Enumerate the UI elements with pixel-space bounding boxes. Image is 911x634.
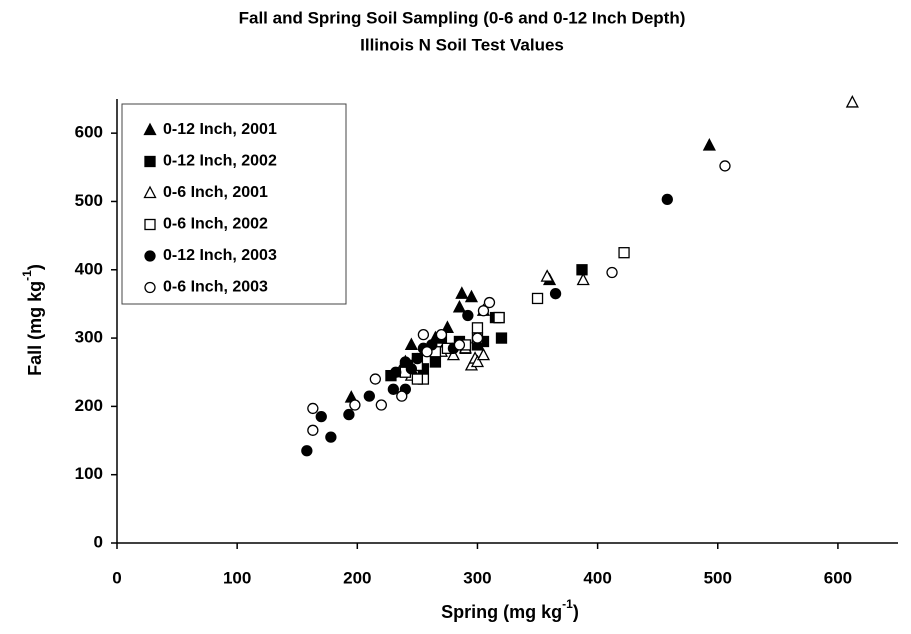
x-axis-label-suffix: ) — [573, 602, 579, 622]
y-axis-label-superscript: -1 — [20, 270, 34, 281]
point — [446, 347, 461, 361]
y-axis-label: Fall (mg kg-1) — [20, 264, 45, 376]
point — [471, 332, 484, 344]
point — [471, 322, 484, 334]
point — [363, 390, 375, 402]
legend-text: 0-12 Inch, 2001 — [163, 121, 277, 138]
x-axis-label-superscript: -1 — [562, 597, 573, 611]
point — [440, 320, 454, 333]
legend-marker — [143, 122, 157, 136]
legend-text: 0-12 Inch, 2002 — [163, 153, 277, 170]
point — [387, 383, 400, 395]
point — [301, 445, 313, 457]
point — [325, 431, 337, 443]
point — [495, 332, 508, 344]
point — [549, 288, 562, 300]
y-tick-label: 100 — [75, 464, 103, 483]
x-axis-label-text: Spring (mg kg — [441, 602, 562, 622]
point — [453, 339, 466, 351]
x-tick-label: 600 — [824, 568, 852, 587]
point — [429, 356, 442, 368]
legend-text: 0-6 Inch, 2002 — [163, 216, 268, 233]
point — [417, 329, 430, 341]
point — [396, 390, 408, 402]
point — [470, 354, 485, 368]
y-tick-label: 0 — [94, 532, 103, 551]
point — [576, 264, 588, 276]
legend-marker — [144, 155, 156, 168]
point — [405, 363, 418, 375]
point — [464, 289, 479, 303]
chart-title: Fall and Spring Soil Sampling (0-6 and 0… — [239, 8, 686, 27]
x-tick-label: 200 — [343, 568, 371, 587]
point — [702, 138, 716, 151]
point — [411, 352, 424, 365]
point — [540, 269, 554, 282]
point — [455, 286, 469, 299]
point — [375, 399, 387, 411]
point — [576, 272, 590, 286]
y-tick-label: 600 — [75, 123, 103, 142]
point — [307, 402, 319, 415]
x-tick-label: 400 — [583, 568, 611, 587]
y-tick-label: 400 — [75, 259, 103, 278]
point — [404, 337, 418, 351]
legend-box — [121, 103, 347, 305]
legend-text: 0-6 Inch, 2001 — [163, 184, 268, 201]
point — [606, 266, 618, 279]
y-tick-label: 300 — [75, 328, 103, 347]
legend-marker — [143, 185, 157, 199]
point — [452, 299, 467, 313]
point — [349, 399, 361, 411]
x-tick-label: 500 — [704, 568, 732, 587]
x-tick-label: 0 — [112, 568, 121, 587]
point — [315, 410, 327, 423]
point — [476, 347, 491, 361]
point — [421, 346, 433, 358]
point — [369, 373, 381, 385]
chart-subtitle: Illinois N Soil Test Values — [360, 35, 564, 54]
x-tick-label: 300 — [463, 568, 491, 587]
point — [343, 408, 355, 421]
point — [493, 311, 505, 324]
x-tick-label: 100 — [223, 568, 251, 587]
point — [411, 373, 424, 385]
point — [483, 296, 496, 309]
y-tick-label: 500 — [75, 191, 103, 210]
y-axis-label-suffix: ) — [25, 264, 45, 270]
legend-text: 0-6 Inch, 2003 — [163, 279, 268, 296]
point — [618, 247, 630, 259]
x-axis-label: Spring (mg kg-1) — [441, 597, 579, 622]
legend-marker — [144, 281, 156, 294]
point — [462, 309, 474, 322]
point — [307, 424, 319, 436]
legend-text: 0-12 Inch, 2003 — [163, 247, 277, 264]
point — [845, 95, 859, 108]
legend-marker — [144, 250, 156, 262]
point — [531, 292, 544, 305]
legend-marker — [144, 218, 156, 231]
point — [390, 366, 402, 378]
y-tick-label: 200 — [75, 396, 103, 415]
point — [435, 329, 448, 341]
point — [477, 305, 490, 317]
point — [661, 193, 673, 206]
y-axis-label-text: Fall (mg kg — [25, 281, 45, 376]
point — [719, 160, 731, 172]
